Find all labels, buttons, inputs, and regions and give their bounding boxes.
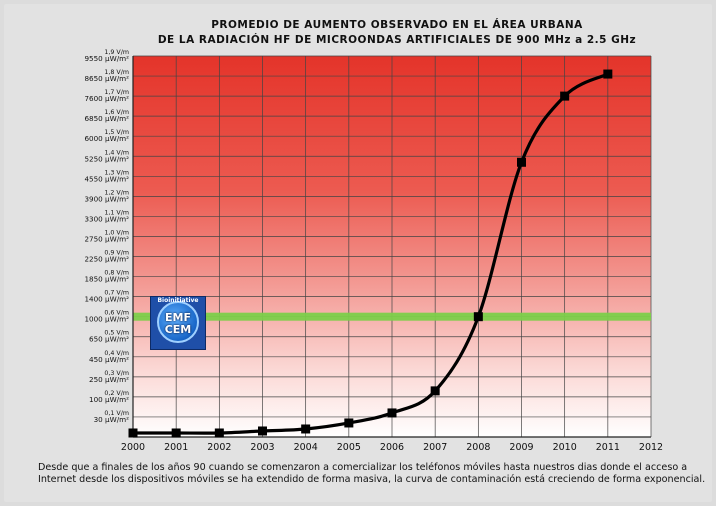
y-tick-label-vm: 1,1 V/m xyxy=(104,209,129,216)
y-tick-label-uw: 450 µW/m² xyxy=(89,355,129,364)
caption-text: Desde que a finales de los años 90 cuand… xyxy=(38,462,706,485)
chart-title: PROMEDIO DE AUMENTO OBSERVADO EN EL ÁREA… xyxy=(0,18,716,48)
x-tick-label: 2010 xyxy=(553,442,577,453)
y-tick-label-uw: 2250 µW/m² xyxy=(84,255,129,264)
data-point-marker xyxy=(603,69,613,79)
y-tick-label-vm: 1,3 V/m xyxy=(104,169,129,176)
y-tick-label-vm: 0,8 V/m xyxy=(104,270,129,277)
x-tick-label: 2000 xyxy=(121,442,145,453)
y-tick-label-vm: 1,5 V/m xyxy=(104,129,129,136)
y-tick-label-uw: 1850 µW/m² xyxy=(84,275,129,284)
data-point-marker xyxy=(473,312,483,322)
x-tick-label: 2006 xyxy=(380,442,404,453)
y-tick-label-uw: 6850 µW/m² xyxy=(84,114,129,123)
x-tick-label: 2012 xyxy=(639,442,663,453)
x-tick-label: 2004 xyxy=(294,442,318,453)
y-tick-label-vm: 1,8 V/m xyxy=(104,69,129,76)
logo-globe-icon xyxy=(157,301,199,343)
x-tick-label: 2001 xyxy=(164,442,188,453)
data-point-marker xyxy=(430,386,440,396)
y-tick-label-uw: 1400 µW/m² xyxy=(84,295,129,304)
chart-title-line2: DE LA RADIACIÓN HF DE MICROONDAS ARTIFIC… xyxy=(157,34,637,46)
y-tick-label-vm: 0,7 V/m xyxy=(104,290,129,297)
y-tick-label-vm: 1,7 V/m xyxy=(104,89,129,96)
y-tick-label-uw: 4550 µW/m² xyxy=(84,174,129,183)
threshold-band xyxy=(133,312,651,321)
y-tick-label-vm: 0,1 V/m xyxy=(104,410,129,417)
y-tick-label-uw: 8650 µW/m² xyxy=(84,74,129,83)
x-tick-label: 2008 xyxy=(466,442,490,453)
emf-cem-logo: Bioinitiative EMF CEM xyxy=(150,296,206,350)
y-tick-label-uw: 3900 µW/m² xyxy=(84,194,129,203)
y-tick-label-uw: 3300 µW/m² xyxy=(84,214,129,223)
y-tick-label-uw: 250 µW/m² xyxy=(89,375,129,384)
data-point-marker xyxy=(344,418,354,428)
y-tick-label-uw: 2750 µW/m² xyxy=(84,234,129,243)
chart-title-line1: PROMEDIO DE AUMENTO OBSERVADO EN EL ÁREA… xyxy=(211,19,583,31)
data-point-marker xyxy=(214,428,224,438)
x-tick-label: 2003 xyxy=(250,442,274,453)
y-tick-label-uw: 650 µW/m² xyxy=(89,335,129,344)
y-tick-label-uw: 9550 µW/m² xyxy=(84,54,129,63)
y-tick-label-vm: 0,5 V/m xyxy=(104,330,129,337)
data-point-marker xyxy=(387,408,397,418)
x-tick-label: 2005 xyxy=(337,442,361,453)
x-tick-label: 2009 xyxy=(509,442,533,453)
y-tick-label-vm: 1,6 V/m xyxy=(104,109,129,116)
y-tick-label-uw: 7600 µW/m² xyxy=(84,94,129,103)
y-tick-label-uw: 6000 µW/m² xyxy=(84,134,129,143)
data-point-marker xyxy=(560,91,570,101)
data-point-marker xyxy=(128,428,138,438)
logo-arc-text: Bioinitiative xyxy=(157,297,199,304)
y-tick-label-vm: 1,2 V/m xyxy=(104,189,129,196)
y-tick-label-vm: 1,4 V/m xyxy=(104,149,129,156)
y-tick-label-vm: 0,4 V/m xyxy=(104,350,129,357)
y-tick-label-uw: 30 µW/m² xyxy=(94,415,130,424)
data-point-marker xyxy=(301,424,311,434)
x-tick-label: 2007 xyxy=(423,442,447,453)
y-tick-label-uw: 100 µW/m² xyxy=(89,395,129,404)
data-point-marker xyxy=(171,428,181,438)
y-tick-label-vm: 0,2 V/m xyxy=(104,390,129,397)
x-tick-label: 2011 xyxy=(596,442,620,453)
logo-text-emf: EMF xyxy=(165,311,191,324)
y-tick-label-uw: 1000 µW/m² xyxy=(84,315,129,324)
y-tick-label-vm: 1,0 V/m xyxy=(104,229,129,236)
data-point-marker xyxy=(258,426,267,436)
y-tick-label-vm: 0,6 V/m xyxy=(104,310,129,317)
logo-text-cem: CEM xyxy=(164,323,192,336)
data-point-marker xyxy=(517,157,526,167)
y-tick-label-uw: 5250 µW/m² xyxy=(84,154,129,163)
y-tick-label-vm: 0,3 V/m xyxy=(104,370,129,377)
y-tick-label-vm: 0,9 V/m xyxy=(104,250,129,257)
y-tick-label-vm: 1,9 V/m xyxy=(104,49,129,56)
x-tick-label: 2002 xyxy=(207,442,231,453)
